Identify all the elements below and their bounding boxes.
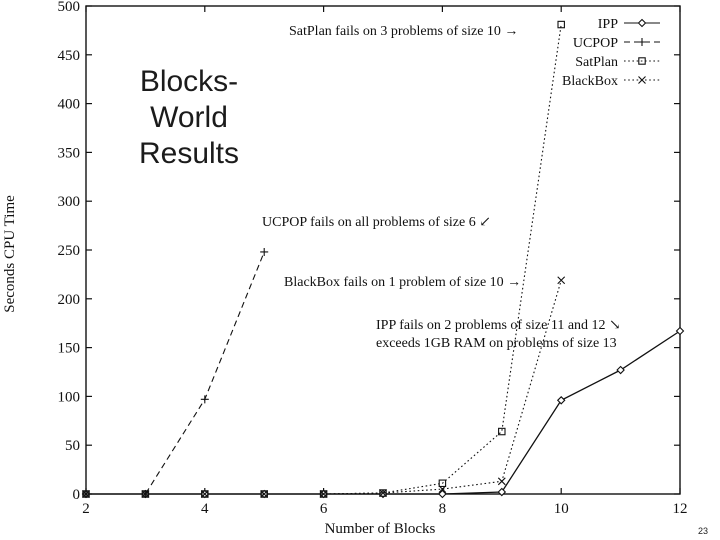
x-tick-label: 6 bbox=[320, 501, 328, 517]
y-tick-label: 250 bbox=[58, 243, 81, 259]
data-point-blackbox bbox=[379, 489, 387, 497]
annotation-label: IPP fails on 2 problems of size 11 and 1… bbox=[376, 318, 621, 333]
data-point-ipp bbox=[438, 489, 447, 499]
series-satplan bbox=[82, 20, 565, 498]
data-point-ipp bbox=[556, 396, 566, 405]
data-point-blackbox bbox=[200, 490, 209, 498]
slide-title-line: Blocks- bbox=[139, 65, 239, 98]
series-ipp bbox=[81, 326, 685, 499]
series-blackbox bbox=[82, 276, 566, 498]
data-point-blackbox bbox=[319, 490, 328, 498]
y-tick-label: 300 bbox=[58, 194, 81, 210]
x-tick-label: 4 bbox=[201, 501, 209, 517]
x-axis-label: Number of Blocks bbox=[325, 521, 436, 537]
y-tick-label: 400 bbox=[58, 97, 81, 113]
legend-label-satplan: SatPlan bbox=[575, 55, 618, 70]
y-tick-label: 100 bbox=[58, 389, 81, 405]
legend-marker-satplan bbox=[638, 57, 646, 65]
series-line-blackbox bbox=[86, 280, 562, 495]
y-axis-label: Seconds CPU Time bbox=[2, 195, 18, 313]
page-number: 23 bbox=[697, 526, 708, 536]
y-tick-label: 200 bbox=[58, 292, 81, 308]
data-point-blackbox bbox=[497, 477, 506, 486]
y-tick-label: 450 bbox=[58, 48, 81, 64]
data-point-ucpop bbox=[260, 247, 269, 256]
data-point-ipp bbox=[675, 326, 685, 336]
y-tick-label: 150 bbox=[58, 341, 81, 357]
legend-marker-blackbox bbox=[638, 76, 646, 84]
data-point-satplan bbox=[82, 490, 90, 498]
y-tick-label: 0 bbox=[73, 487, 81, 503]
legend-label-blackbox: BlackBox bbox=[562, 74, 618, 89]
data-point-blackbox bbox=[438, 485, 447, 494]
annotation-label: UCPOP fails on all problems of size 6 ↙ bbox=[262, 215, 491, 230]
data-point-blackbox bbox=[557, 276, 566, 285]
data-point-satplan bbox=[498, 427, 506, 436]
annotations: SatPlan fails on 3 problems of size 10 →… bbox=[262, 24, 621, 351]
x-tick-label: 8 bbox=[439, 501, 447, 517]
legend: IPP UCPOP SatPlan BlackBox bbox=[562, 17, 660, 89]
y-tick-label: 350 bbox=[58, 145, 81, 161]
y-tick-label: 500 bbox=[58, 0, 81, 15]
series-ucpop bbox=[82, 247, 269, 498]
x-tick-label: 10 bbox=[554, 501, 569, 517]
annotation-label: exceeds 1GB RAM on problems of size 13 bbox=[376, 336, 617, 351]
data-point-blackbox bbox=[260, 490, 269, 498]
slide-title: Blocks- World Results bbox=[112, 64, 266, 172]
data-point-satplan bbox=[557, 20, 565, 29]
data-point-ipp bbox=[497, 487, 507, 497]
data-point-ipp bbox=[616, 365, 625, 375]
y-tick-label: 50 bbox=[65, 438, 80, 454]
legend-marker-ucpop bbox=[638, 38, 646, 46]
series-line-ipp bbox=[86, 330, 681, 495]
data-point-satplan bbox=[379, 489, 387, 497]
legend-marker-ipp bbox=[637, 18, 647, 28]
series-line-ucpop bbox=[86, 251, 265, 495]
slide-title-line: Results bbox=[138, 137, 240, 170]
x-tick-label: 12 bbox=[673, 501, 688, 517]
data-point-satplan bbox=[438, 479, 447, 488]
x-tick-label: 2 bbox=[82, 501, 90, 517]
series-lines bbox=[81, 20, 685, 499]
legend-label-ucpop: UCPOP bbox=[573, 36, 618, 51]
annotation-label: SatPlan fails on 3 problems of size 10 → bbox=[289, 24, 518, 39]
data-point-blackbox bbox=[141, 490, 150, 498]
slide-title-line: World bbox=[150, 101, 228, 134]
data-point-blackbox bbox=[82, 490, 90, 498]
axes: 0 50 100 150 200 250 300 350 400 450 500 2 4 6 8 10 12 Nu… bbox=[2, 0, 688, 537]
annotation-label: BlackBox fails on 1 problem of size 10 → bbox=[284, 275, 521, 290]
data-point-ucpop bbox=[200, 395, 209, 404]
legend-label-ipp: IPP bbox=[598, 17, 618, 32]
